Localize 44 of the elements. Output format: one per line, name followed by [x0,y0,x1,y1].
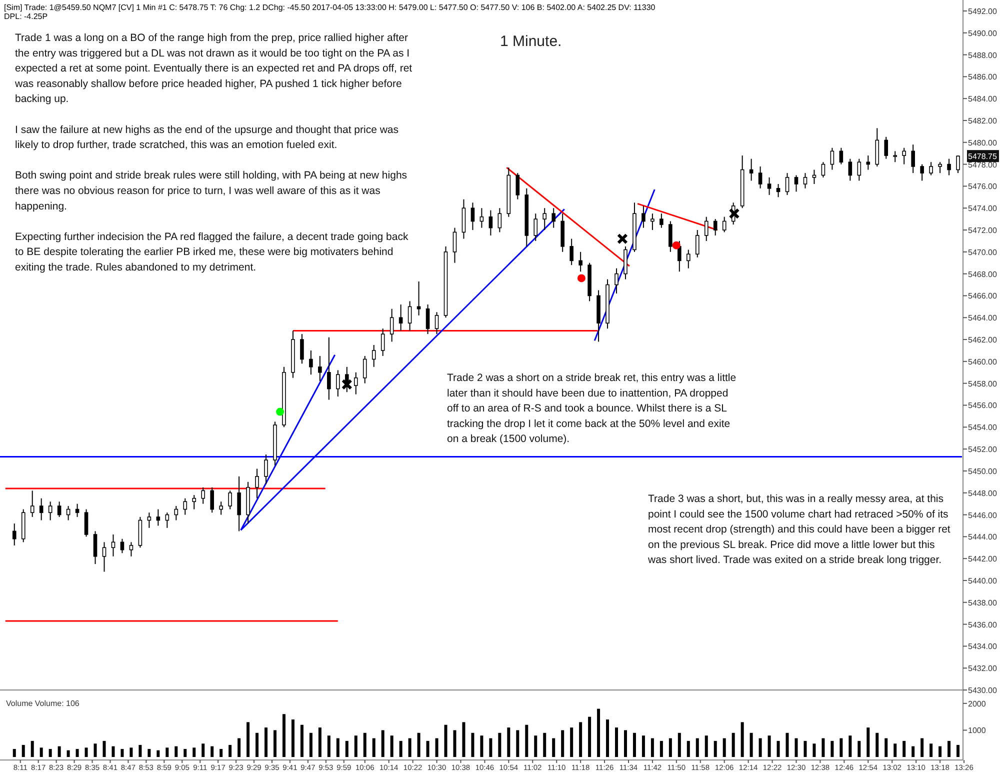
y-tick-label: 5486.00 [968,72,998,82]
text: 1 Minute. [500,33,562,50]
y-tick-label: 5472.00 [968,226,998,235]
y-tick-label: 5480.00 [968,138,998,148]
y-tick-label: 5460.00 [968,357,998,366]
y-tick-label: 5488.00 [968,50,998,60]
y-tick-label: 5448.00 [968,488,998,498]
y-tick-label: 5482.00 [968,116,998,126]
annotation: Trade 3 was a short, but, this was in a really messy area, at this point I could see the 1500 volume chart had retraced >50% of its most recent drop (strength) and this could have been a bigger ret on the previous SL break. Price did move a little lower but this was short lived. Trade was exited on a stride break long trigger. [647,493,950,566]
y-tick-label: 5454.00 [968,423,998,432]
annotation: Expecting further indecision the PA red flagged the failure, a decent trade going back to BE despite tolerating the earlier PB irked me, these were big motivaters behind exiting the trade. Rules abandoned to my detriment. [15,230,409,274]
annotation: I saw the failure at new highs as the end of the upsurge and thought that price was likely to drop further, trade scratched, this was an emotion fueled exit. [15,124,398,152]
y-tick-label: 5466.00 [968,292,998,301]
y-tick-label: 5440.00 [968,576,998,586]
y-tick-label: 5468.00 [968,270,998,279]
y-tick-label: 5450.00 [968,466,998,476]
y-tick-label: 5442.00 [968,554,998,564]
y-tick-label: 5446.00 [968,510,998,520]
y-tick-label: 5492.00 [968,6,998,16]
annotation: [Sim] Trade: 1@5459.50 NQM7 [CV] 1 Min #1 C: 5478.75 T: 76 Chg: 1.2 DChg: -45.50 2017-04-05 13:33:00 H: 5479.00 L: 5477.50 O: 5477.50 V: 106 B: 5402.00 A: 5402.25 DV: 11330 [4,3,656,12]
y-tick-label: 5478.00 [968,160,998,170]
y-tick-label: 5432.00 [968,664,998,674]
y-tick-label: 5476.00 [968,182,998,192]
y-tick-label: 5484.00 [968,94,998,104]
y-tick-label: 5430.00 [968,686,998,695]
y-tick-label: 5470.00 [968,248,998,257]
y-tick-label: 5474.00 [968,204,998,214]
y-tick-label: 5436.00 [968,620,998,630]
y-tick-label: 5434.00 [968,642,998,652]
y-tick-label: 5462.00 [968,336,998,345]
y-tick-label: 5456.00 [968,401,998,410]
annotation: Both swing point and stride break rules were still holding, with PA being at new highs there was no obvious reason for price to turn, I was well aware of this as it was happening. [15,170,408,212]
y-tick-label: 5490.00 [968,28,998,38]
y-tick-label: 2000 [968,699,986,708]
y-tick-label: 1000 [968,726,986,736]
annotation: Trade 2 was a short on a stride break ret, this entry was a little later than it should have been due to inattention, PA dropped off to an area of R-S and took a bounce. Whilst there is a SL tracking the drop I let it come back at the 50% level and exite on a break (1500 volume). [447,372,736,446]
y-tick-label: 5444.00 [968,532,998,542]
y-tick-label: 5438.00 [968,598,998,608]
y-tick-label: 5458.00 [968,379,998,388]
annotation: DPL: -4.25P [4,12,48,21]
y-tick-label: 5464.00 [968,314,998,323]
y-tick-label: 5452.00 [968,445,998,454]
annotation: Trade 1 was a long on a BO of the range high from the prep, price rallied higher after the entry was triggered but a DL was not drawn as it would be too tight on the PA as I expected a ret at some point. Eventually there is an expected ret and PA drops off, ret was reasonably shallow before price headed higher, PA pushed 1 tick higher before backing up. [14,32,412,106]
text: Volume Volume: 106 [6,699,80,708]
